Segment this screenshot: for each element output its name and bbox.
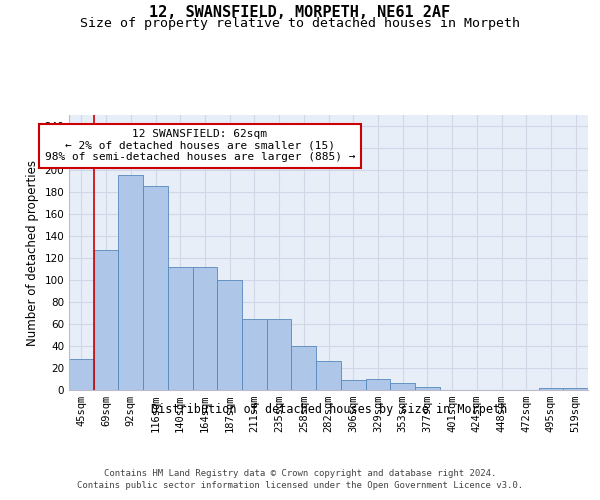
Text: Size of property relative to detached houses in Morpeth: Size of property relative to detached ho… [80,18,520,30]
Bar [563,388,588,390]
Bar [143,186,168,390]
Bar [341,380,365,390]
Bar [539,388,563,390]
Bar [242,318,267,390]
Bar [193,267,217,390]
Y-axis label: Number of detached properties: Number of detached properties [26,160,39,346]
Bar [415,386,440,390]
Bar [69,359,94,390]
Bar [316,362,341,390]
Text: Contains public sector information licensed under the Open Government Licence v3: Contains public sector information licen… [77,481,523,490]
Text: 12, SWANSFIELD, MORPETH, NE61 2AF: 12, SWANSFIELD, MORPETH, NE61 2AF [149,5,451,20]
Bar [267,318,292,390]
Bar [292,346,316,390]
Text: Contains HM Land Registry data © Crown copyright and database right 2024.: Contains HM Land Registry data © Crown c… [104,469,496,478]
Bar [390,384,415,390]
Bar [94,250,118,390]
Bar [365,379,390,390]
Text: Distribution of detached houses by size in Morpeth: Distribution of detached houses by size … [151,402,507,415]
Text: 12 SWANSFIELD: 62sqm
← 2% of detached houses are smaller (15)
98% of semi-detach: 12 SWANSFIELD: 62sqm ← 2% of detached ho… [45,130,355,162]
Bar [217,280,242,390]
Bar [118,176,143,390]
Bar [168,267,193,390]
